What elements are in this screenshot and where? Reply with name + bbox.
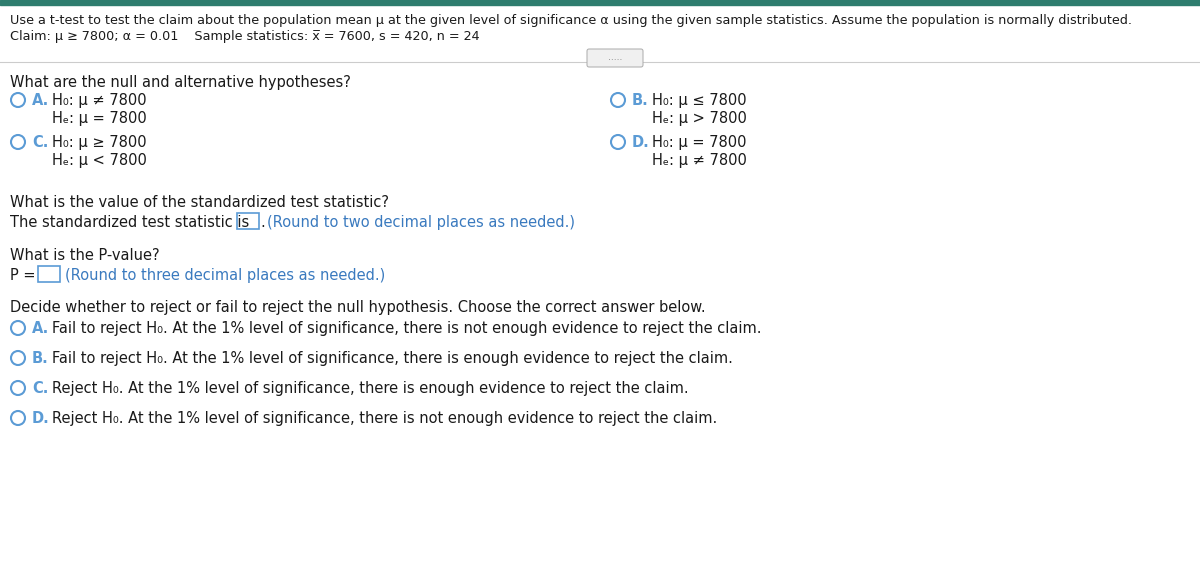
- Text: C.: C.: [32, 381, 48, 396]
- Text: (Round to two decimal places as needed.): (Round to two decimal places as needed.): [266, 215, 575, 230]
- Text: Reject H₀. At the 1% level of significance, there is enough evidence to reject t: Reject H₀. At the 1% level of significan…: [52, 381, 689, 396]
- Text: What is the P-value?: What is the P-value?: [10, 248, 160, 263]
- Text: .....: .....: [608, 54, 622, 62]
- Text: D.: D.: [632, 135, 649, 150]
- Bar: [0, 0, 1200, 5]
- Text: Hₑ: μ ≠ 7800: Hₑ: μ ≠ 7800: [652, 153, 746, 168]
- Bar: [238, 213, 259, 229]
- Text: B.: B.: [632, 93, 649, 108]
- Text: D.: D.: [32, 411, 49, 426]
- Text: H₀: μ ≠ 7800: H₀: μ ≠ 7800: [52, 93, 146, 108]
- Text: H₀: μ = 7800: H₀: μ = 7800: [652, 135, 746, 150]
- Text: .: .: [260, 215, 265, 230]
- Text: B.: B.: [32, 351, 49, 366]
- Text: Fail to reject H₀. At the 1% level of significance, there is enough evidence to : Fail to reject H₀. At the 1% level of si…: [52, 351, 733, 366]
- Text: P =: P =: [10, 268, 36, 283]
- Text: (Round to three decimal places as needed.): (Round to three decimal places as needed…: [65, 268, 385, 283]
- Text: What is the value of the standardized test statistic?: What is the value of the standardized te…: [10, 195, 389, 210]
- Text: Hₑ: μ > 7800: Hₑ: μ > 7800: [652, 111, 746, 126]
- Text: The standardized test statistic is: The standardized test statistic is: [10, 215, 250, 230]
- Text: Hₑ: μ < 7800: Hₑ: μ < 7800: [52, 153, 146, 168]
- FancyBboxPatch shape: [587, 49, 643, 67]
- Text: What are the null and alternative hypotheses?: What are the null and alternative hypoth…: [10, 75, 350, 90]
- Bar: [38, 266, 60, 282]
- Text: A.: A.: [32, 93, 49, 108]
- Text: H₀: μ ≤ 7800: H₀: μ ≤ 7800: [652, 93, 746, 108]
- Text: H₀: μ ≥ 7800: H₀: μ ≥ 7800: [52, 135, 146, 150]
- Text: Hₑ: μ = 7800: Hₑ: μ = 7800: [52, 111, 146, 126]
- Text: Decide whether to reject or fail to reject the null hypothesis. Choose the corre: Decide whether to reject or fail to reje…: [10, 300, 706, 315]
- Text: Reject H₀. At the 1% level of significance, there is not enough evidence to reje: Reject H₀. At the 1% level of significan…: [52, 411, 718, 426]
- Text: Claim: μ ≥ 7800; α = 0.01    Sample statistics: x̅ = 7600, s = 420, n = 24: Claim: μ ≥ 7800; α = 0.01 Sample statist…: [10, 30, 480, 43]
- Text: Fail to reject H₀. At the 1% level of significance, there is not enough evidence: Fail to reject H₀. At the 1% level of si…: [52, 321, 762, 336]
- Text: C.: C.: [32, 135, 48, 150]
- Text: A.: A.: [32, 321, 49, 336]
- Text: Use a t-test to test the claim about the population mean μ at the given level of: Use a t-test to test the claim about the…: [10, 14, 1132, 27]
